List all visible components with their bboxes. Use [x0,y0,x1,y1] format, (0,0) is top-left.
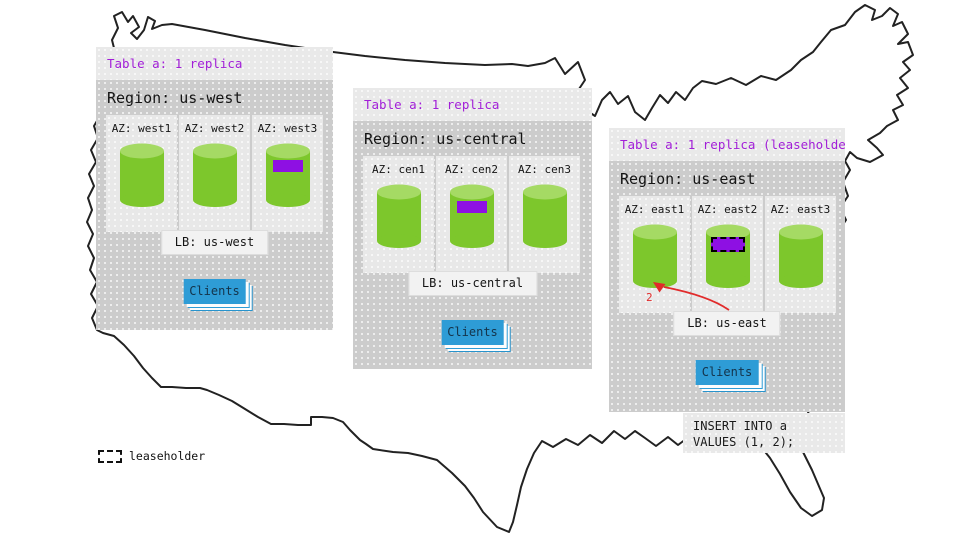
region-title: Region: us-central [364,130,527,148]
clients-button: Clients [441,320,504,345]
sql-note: INSERT INTO a VALUES (1, 2); [683,413,845,453]
database-cylinder-icon [778,224,823,288]
table-replica-header: Table a: 1 replica [96,47,333,80]
sql-line-1: INSERT INTO a [693,419,787,433]
az-row: AZ: cen1 AZ: cen2 AZ: cen3 [363,156,580,273]
database-cylinder-icon [522,184,567,248]
az-label: AZ: cen3 [518,163,571,176]
database-cylinder-icon [376,184,421,248]
az-box-west3: AZ: west3 [252,115,323,232]
clients-button: Clients [183,279,246,304]
az-box-east2: AZ: east2 [692,196,763,313]
legend: leaseholder [98,449,205,463]
clients-button: Clients [695,360,759,385]
region-panel-us-central: Table a: 1 replica Region: us-central AZ… [353,88,592,369]
az-label: AZ: west3 [257,122,318,135]
az-label: AZ: west2 [184,122,245,135]
leaseholder-swatch-icon [98,449,122,463]
load-balancer: LB: us-west [160,230,269,255]
database-cylinder-icon [705,224,750,288]
az-box-west2: AZ: west2 [179,115,250,232]
sql-line-2: VALUES (1, 2); [693,434,795,449]
az-label: AZ: cen1 [372,163,425,176]
region-panel-us-west: Table a: 1 replica Region: us-west AZ: w… [96,47,333,330]
table-replica-header: Table a: 1 replica [353,88,592,121]
load-balancer: LB: us-central [407,271,538,296]
az-label: AZ: cen2 [445,163,498,176]
database-cylinder-icon [632,224,677,288]
region-panel-us-east: Table a: 1 replica (leaseholder) Region:… [609,128,845,412]
database-cylinder-icon [449,184,494,248]
az-box-cen2: AZ: cen2 [436,156,507,273]
az-box-east1: AZ: east1 [619,196,690,313]
az-box-west1: AZ: west1 [106,115,177,232]
az-box-cen1: AZ: cen1 [363,156,434,273]
legend-label: leaseholder [129,449,206,463]
az-label: AZ: east3 [770,203,831,216]
database-cylinder-icon [119,143,164,207]
replica-band [272,160,303,172]
table-replica-leaseholder-header: Table a: 1 replica (leaseholder) [609,128,845,161]
az-label: AZ: east2 [697,203,758,216]
az-label: AZ: east1 [624,203,685,216]
replica-band [456,201,487,213]
az-label: AZ: west1 [111,122,172,135]
database-cylinder-icon [192,143,237,207]
az-row: AZ: west1 AZ: west2 AZ: west3 [106,115,323,232]
az-box-cen3: AZ: cen3 [509,156,580,273]
database-cylinder-icon [265,143,310,207]
az-box-east3: AZ: east3 [765,196,836,313]
leaseholder-band [710,237,745,252]
region-title: Region: us-east [620,170,756,188]
region-title: Region: us-west [107,89,243,107]
load-balancer: LB: us-east [673,311,781,336]
step-number-label: 2 [646,291,653,304]
